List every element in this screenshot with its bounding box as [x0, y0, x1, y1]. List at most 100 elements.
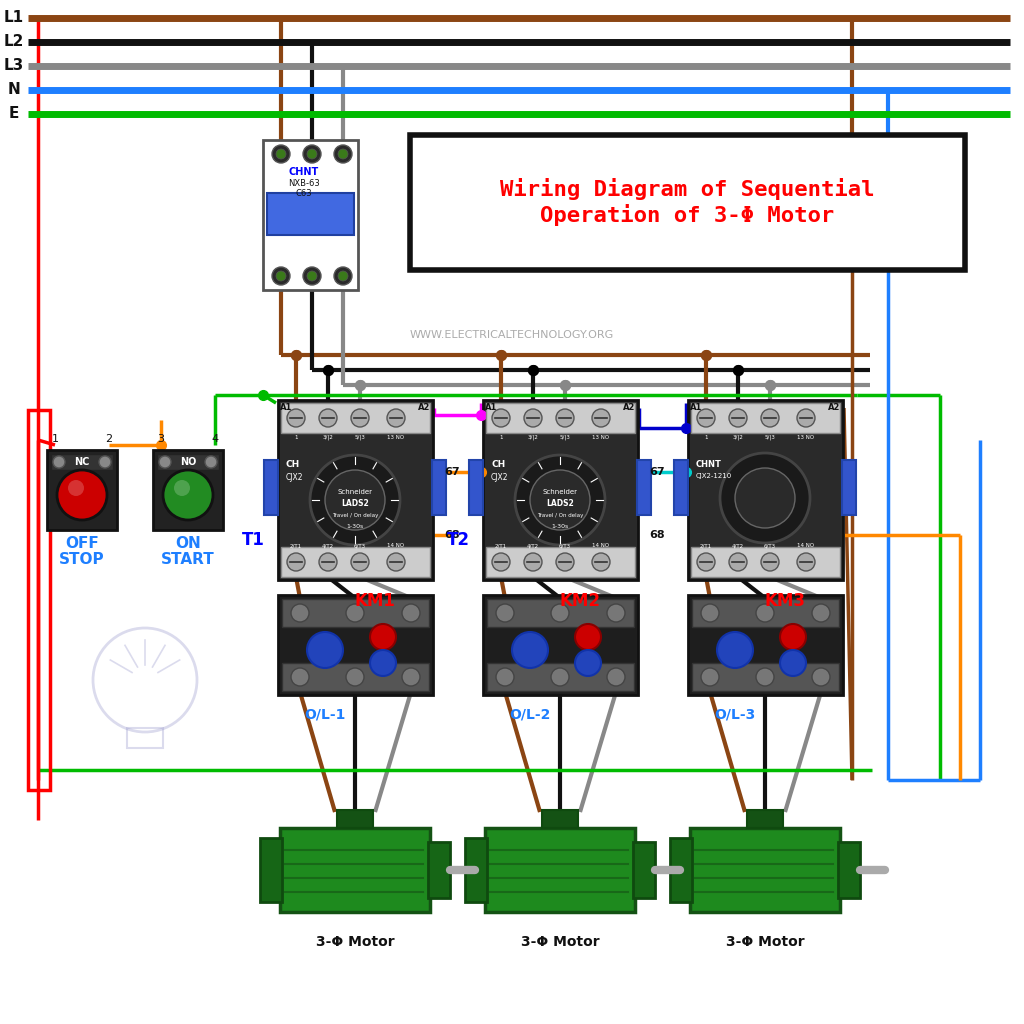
Bar [486, 403, 635, 433]
Text: 3-Φ Motor: 3-Φ Motor [726, 935, 804, 949]
Circle shape [351, 409, 369, 427]
Text: 4/T2: 4/T2 [527, 543, 539, 548]
Circle shape [735, 468, 795, 528]
Text: CHNT: CHNT [289, 167, 319, 177]
Bar [485, 828, 635, 912]
Circle shape [351, 553, 369, 571]
Text: KM2: KM2 [559, 592, 600, 610]
Text: E: E [9, 106, 19, 122]
Text: 13 NO: 13 NO [593, 435, 609, 440]
Circle shape [756, 668, 774, 686]
Circle shape [319, 553, 337, 571]
Circle shape [496, 668, 514, 686]
Circle shape [307, 632, 343, 668]
Text: A1: A1 [484, 403, 498, 413]
Text: CHNT: CHNT [696, 460, 722, 469]
Circle shape [797, 409, 815, 427]
Circle shape [387, 553, 406, 571]
Text: A2: A2 [623, 403, 635, 413]
Text: CH: CH [286, 460, 300, 469]
Text: 2: 2 [105, 434, 113, 444]
Circle shape [848, 253, 856, 261]
Text: 4: 4 [211, 434, 218, 444]
Text: WWW.ELECTRICALTECHNOLOGY.ORG: WWW.ELECTRICALTECHNOLOGY.ORG [410, 330, 614, 340]
Circle shape [551, 604, 569, 622]
Circle shape [780, 650, 806, 676]
Text: NXB-63: NXB-63 [854, 180, 886, 189]
Text: 5/|3: 5/|3 [559, 435, 570, 440]
Text: 14 NO: 14 NO [798, 543, 814, 548]
Circle shape [592, 553, 610, 571]
Bar [487, 663, 634, 691]
Text: A2: A2 [418, 403, 430, 413]
Circle shape [276, 150, 286, 159]
Circle shape [99, 456, 111, 468]
Text: T1: T1 [242, 531, 264, 549]
Bar [280, 828, 430, 912]
Text: Travel / On delay: Travel / On delay [537, 513, 584, 518]
Bar [28, 410, 50, 790]
Circle shape [334, 267, 352, 285]
Bar [157, 454, 219, 470]
Bar [278, 595, 433, 695]
Text: 6/T3: 6/T3 [354, 543, 366, 548]
Text: 1: 1 [705, 435, 708, 440]
Circle shape [592, 409, 610, 427]
Bar [47, 450, 117, 530]
Text: 4/T2: 4/T2 [322, 543, 334, 548]
Text: 3/|2: 3/|2 [323, 435, 334, 440]
Text: A1: A1 [690, 403, 702, 413]
Text: 5/|3: 5/|3 [765, 435, 775, 440]
Text: 13 NO: 13 NO [798, 435, 814, 440]
Bar [838, 188, 902, 224]
Bar [486, 547, 635, 577]
Circle shape [551, 668, 569, 686]
Bar [688, 595, 843, 695]
Circle shape [756, 604, 774, 622]
Text: 1: 1 [51, 434, 58, 444]
Circle shape [812, 604, 830, 622]
Bar [633, 842, 655, 898]
Circle shape [319, 409, 337, 427]
Circle shape [556, 409, 574, 427]
Bar [691, 403, 840, 433]
Bar [465, 838, 487, 902]
Circle shape [303, 145, 321, 163]
Bar [688, 400, 843, 580]
Text: 3/|2: 3/|2 [527, 435, 539, 440]
Bar [670, 838, 692, 902]
Bar [263, 140, 358, 290]
Text: 1: 1 [294, 435, 298, 440]
Text: L1: L1 [4, 10, 24, 26]
Circle shape [701, 604, 719, 622]
Circle shape [325, 470, 385, 530]
Circle shape [334, 145, 352, 163]
Text: 3-Φ Motor: 3-Φ Motor [520, 935, 599, 949]
Text: C63: C63 [296, 189, 312, 199]
Text: 2/T1: 2/T1 [495, 543, 507, 548]
Circle shape [884, 154, 893, 163]
Text: 5/|3: 5/|3 [354, 435, 366, 440]
Text: LADS2: LADS2 [341, 500, 369, 509]
Circle shape [530, 470, 590, 530]
Text: NXB-63: NXB-63 [288, 179, 319, 188]
Bar [483, 595, 638, 695]
Bar [153, 450, 223, 530]
Text: A2: A2 [827, 403, 840, 413]
Circle shape [307, 150, 317, 159]
Circle shape [729, 553, 746, 571]
Circle shape [53, 456, 65, 468]
Bar [469, 460, 483, 515]
Bar [834, 145, 906, 270]
Text: 4/T2: 4/T2 [732, 543, 744, 548]
Bar [692, 599, 839, 627]
Circle shape [287, 409, 305, 427]
Circle shape [880, 249, 896, 265]
Bar [337, 810, 373, 828]
Circle shape [402, 604, 420, 622]
Circle shape [307, 271, 317, 281]
Circle shape [402, 668, 420, 686]
Circle shape [303, 267, 321, 285]
Bar [264, 460, 278, 515]
Text: C63: C63 [861, 190, 879, 200]
